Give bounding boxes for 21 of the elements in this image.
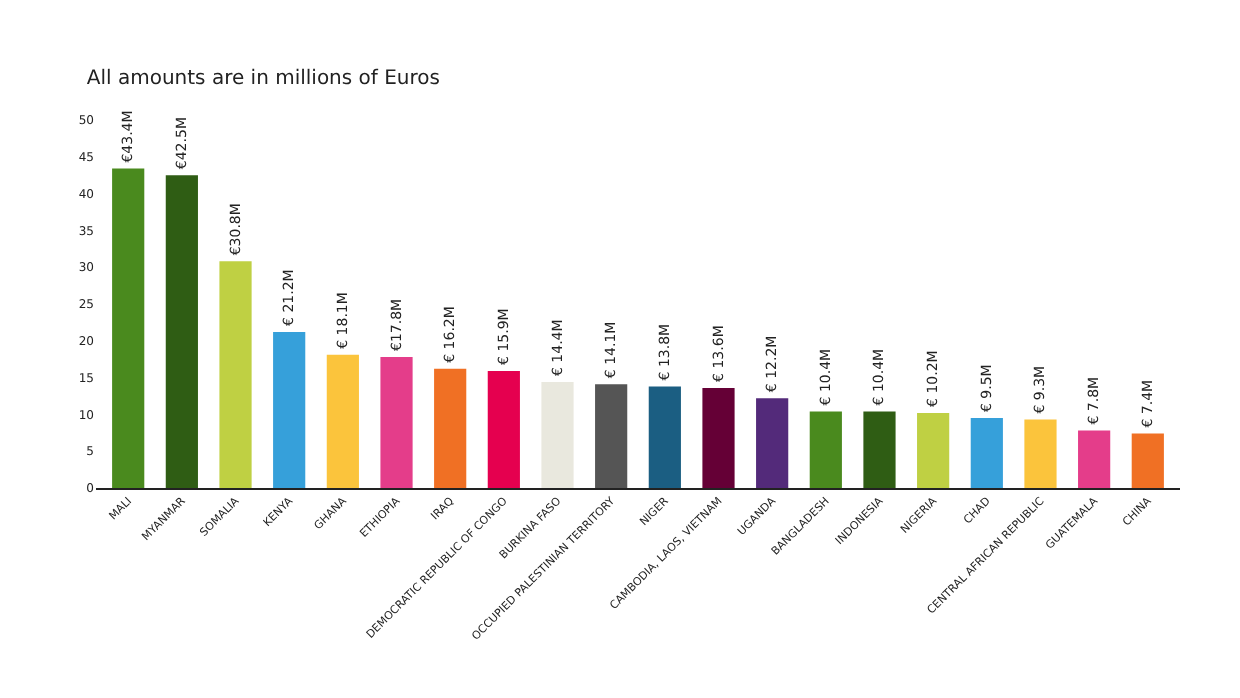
bar (434, 368, 467, 488)
bar (648, 386, 681, 488)
bar (219, 261, 252, 488)
bar (541, 382, 574, 488)
bar (487, 370, 520, 488)
bar (1078, 430, 1111, 488)
bar (380, 357, 413, 488)
bar (809, 411, 842, 488)
bar (1024, 419, 1057, 488)
bar (1131, 433, 1164, 488)
bar (273, 331, 306, 488)
bar (917, 412, 950, 488)
bar (165, 175, 198, 488)
bar (970, 418, 1003, 488)
bar (863, 411, 896, 488)
chart-title: All amounts are in millions of Euros (86, 67, 440, 90)
bar (112, 168, 145, 488)
bar (756, 398, 789, 488)
bar (702, 387, 735, 488)
bar (326, 354, 359, 488)
bar (595, 384, 628, 488)
